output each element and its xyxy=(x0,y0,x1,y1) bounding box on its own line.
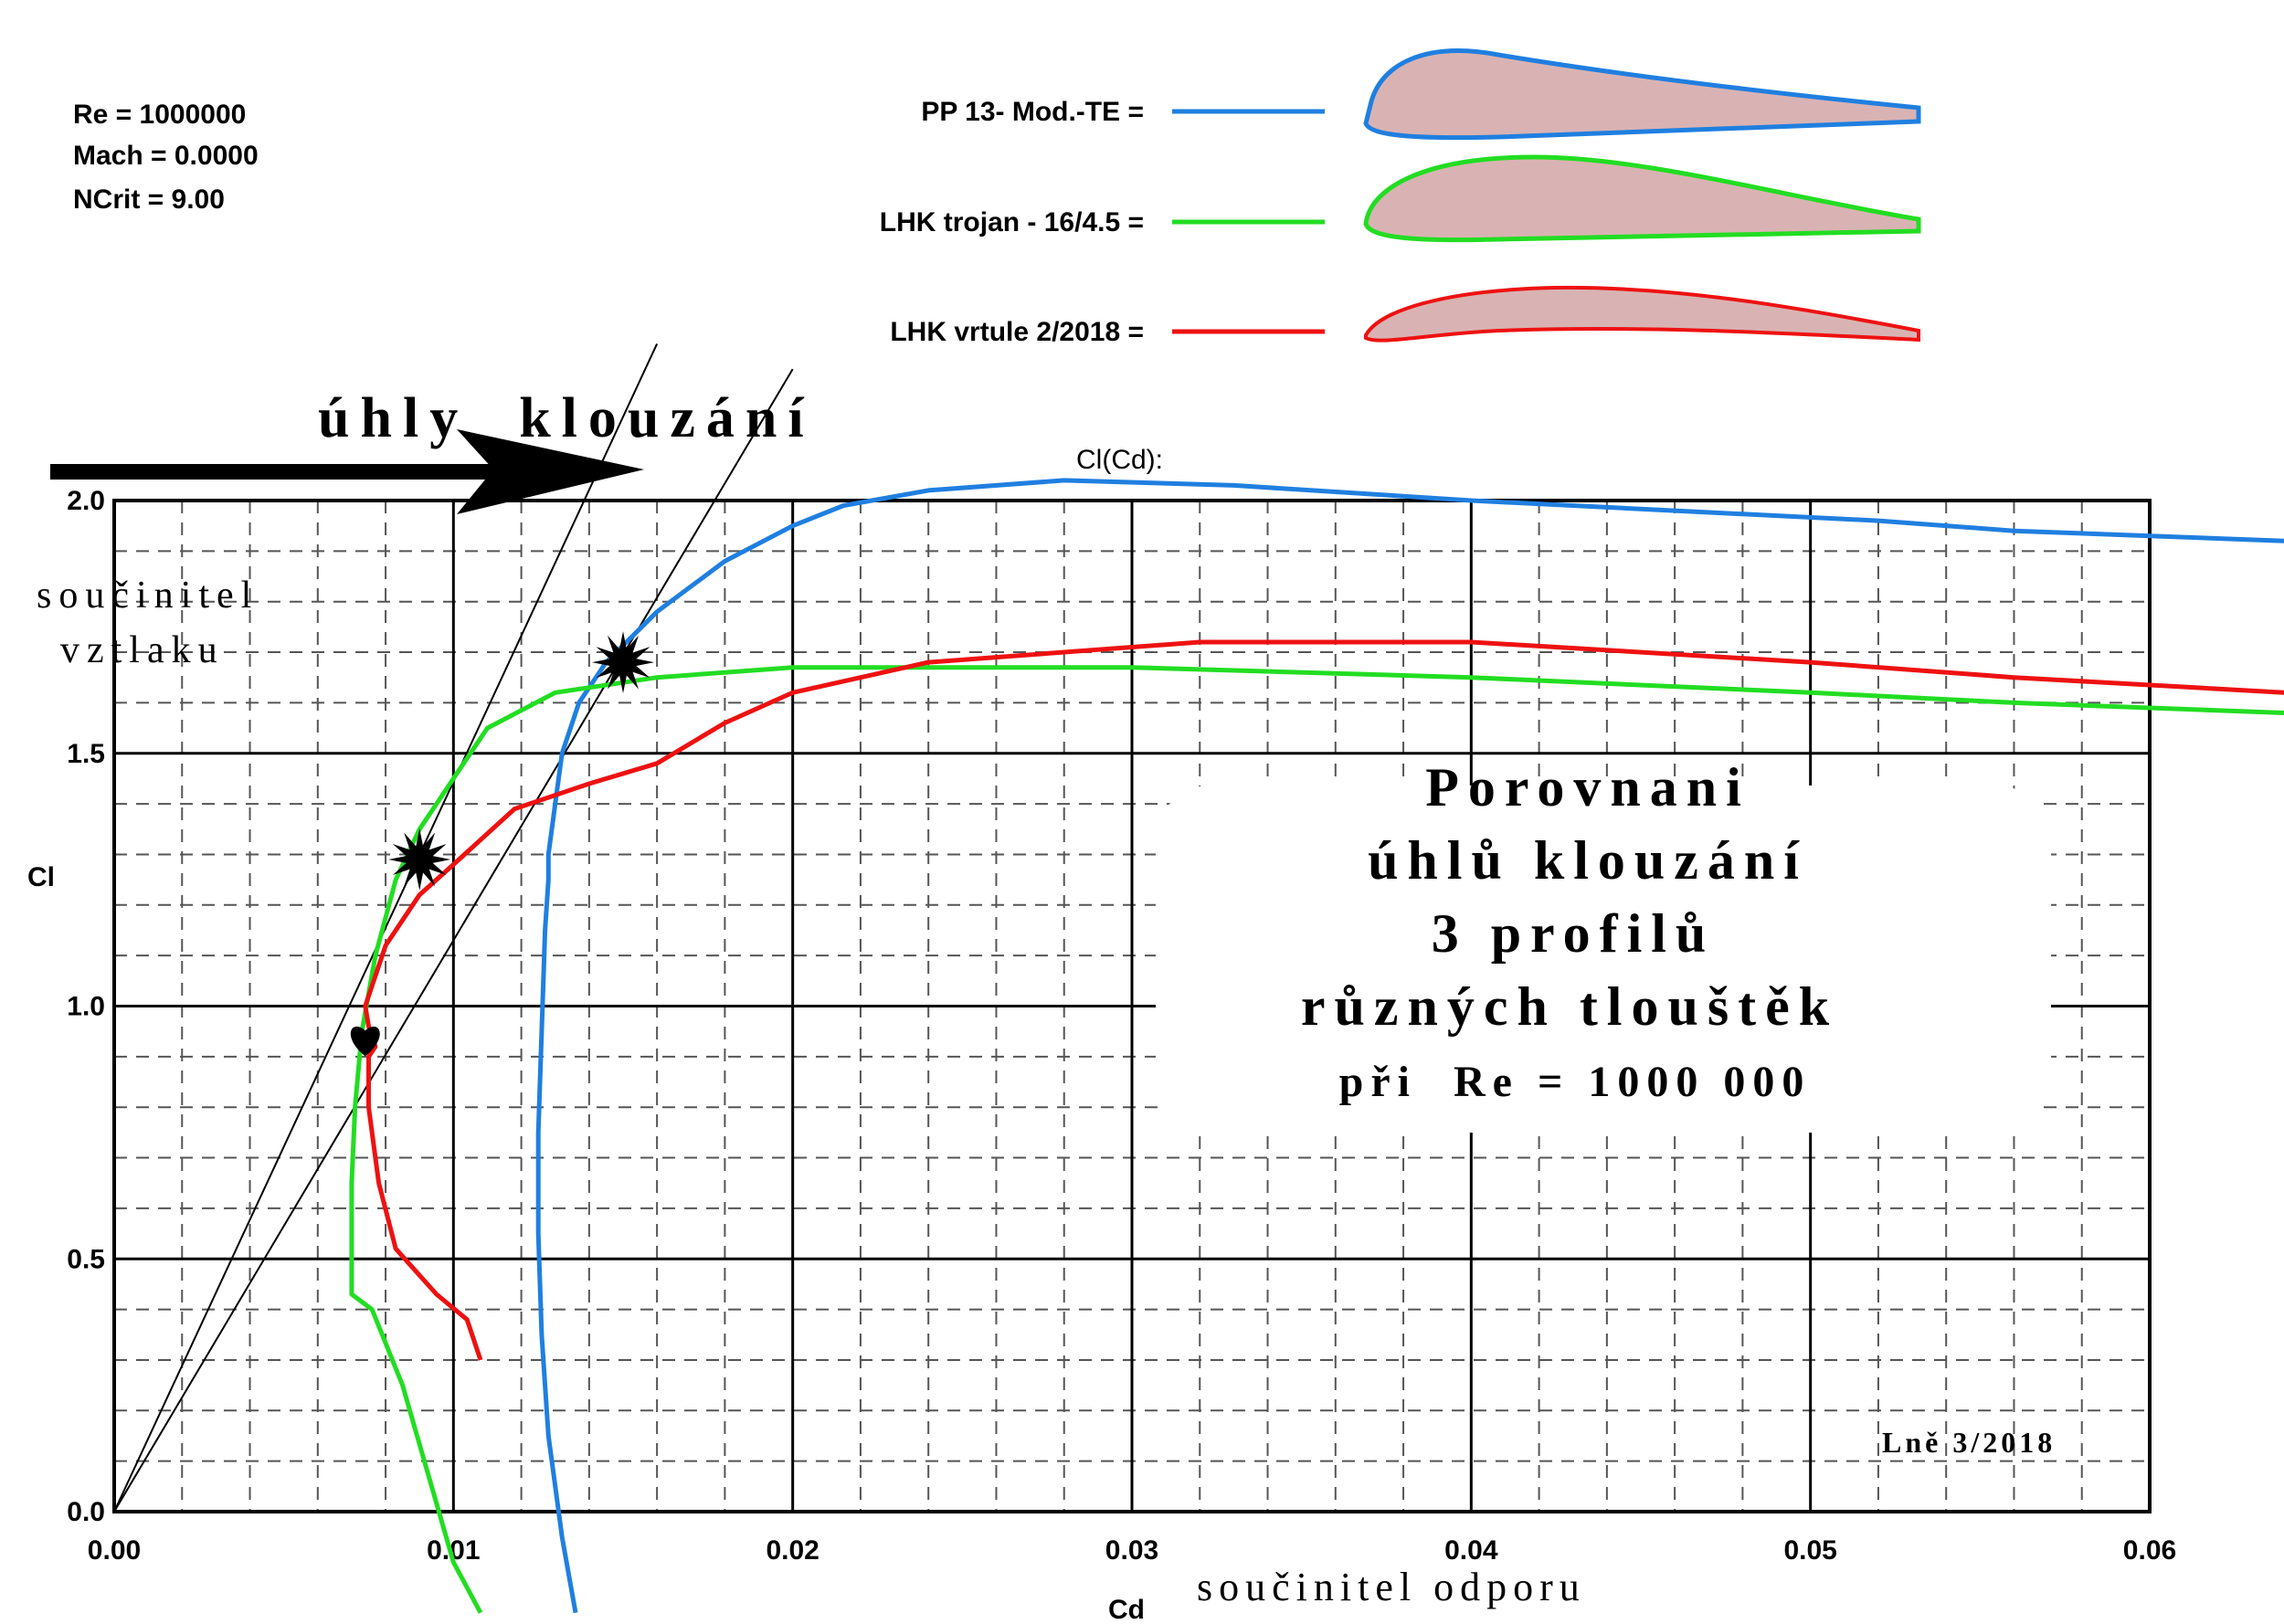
signature: Lně 3/2018 xyxy=(1882,1426,2056,1459)
y-tick-label: 2.0 xyxy=(67,486,105,516)
y-tick-label: 1.0 xyxy=(67,992,105,1022)
box-line-5: při Re = 1000 000 xyxy=(1339,1058,1812,1106)
annotation-box xyxy=(1156,786,2051,1133)
x-tick-label: 0.02 xyxy=(766,1535,819,1566)
legend-label: LHK trojan - 16/4.5 = xyxy=(880,207,1144,237)
glide-angle-line xyxy=(113,343,659,1513)
y-axis-title: Cl xyxy=(27,862,55,892)
xlabel-cz: součinitel odporu xyxy=(1197,1565,1586,1609)
y-tick-label: 1.5 xyxy=(67,739,105,769)
airfoil-green-icon xyxy=(1363,154,1921,243)
x-tick-label: 0.05 xyxy=(1783,1535,1836,1566)
series-line xyxy=(363,639,2284,1361)
chart-title: Cl(Cd): xyxy=(1076,445,1163,475)
ylabel-cz-line2: vztlaku xyxy=(60,629,225,671)
heart-marker xyxy=(350,1026,380,1057)
box-line-2: úhlů klouzání xyxy=(1368,830,1808,891)
star-marker xyxy=(592,631,654,694)
markers-layer xyxy=(350,631,654,1057)
ylabel-cz-line1: součinitel xyxy=(37,575,259,617)
x-tick-label: 0.00 xyxy=(88,1535,141,1566)
legend: PP 13- Mod.-TE = LHK trojan - 16/4.5 = LHK… xyxy=(880,97,1325,347)
y-tick-label: 0.0 xyxy=(67,1497,105,1527)
series-layer xyxy=(349,478,2284,1614)
parameter-block: Re = 1000000 Mach = 0.0000 NCrit = 9.00 xyxy=(73,100,259,215)
arrow-label: úhly klouzání xyxy=(318,387,815,449)
legend-label: LHK vrtule 2/2018 = xyxy=(890,317,1144,347)
series-line xyxy=(535,478,2284,1614)
x-axis-title: Cd xyxy=(1108,1595,1145,1624)
legend-label: PP 13- Mod.-TE = xyxy=(921,97,1144,127)
x-tick-label: 0.04 xyxy=(1444,1535,1498,1566)
series-line xyxy=(349,665,2284,1614)
y-tick-label: 0.5 xyxy=(67,1244,105,1274)
x-tick-label: 0.03 xyxy=(1105,1535,1158,1566)
axis-ticks: 0.00 0.01 0.02 0.03 0.04 0.05 0.060.00.51.01.5… xyxy=(67,486,2176,1566)
param-re: Re = 1000000 xyxy=(73,100,246,130)
annotation-text: Porovnani úhlů klouzání 3 profilů různýc… xyxy=(1301,757,1838,1106)
arrow-right-icon xyxy=(50,429,644,514)
glide-lines xyxy=(113,343,794,1513)
airfoil-red-icon xyxy=(1364,285,1920,343)
star-marker xyxy=(388,828,451,891)
param-ncrit: NCrit = 9.00 xyxy=(73,185,225,215)
param-mach: Mach = 0.0000 xyxy=(73,141,259,171)
airfoil-blue-icon xyxy=(1363,48,1921,141)
box-line-4: různých tlouštěk xyxy=(1301,976,1838,1037)
box-line-3: 3 profilů xyxy=(1432,903,1716,964)
x-tick-label: 0.06 xyxy=(2123,1535,2176,1566)
box-line-1: Porovnani xyxy=(1425,757,1750,817)
glide-angle-line xyxy=(113,368,794,1513)
plot-frame xyxy=(112,499,2152,1513)
